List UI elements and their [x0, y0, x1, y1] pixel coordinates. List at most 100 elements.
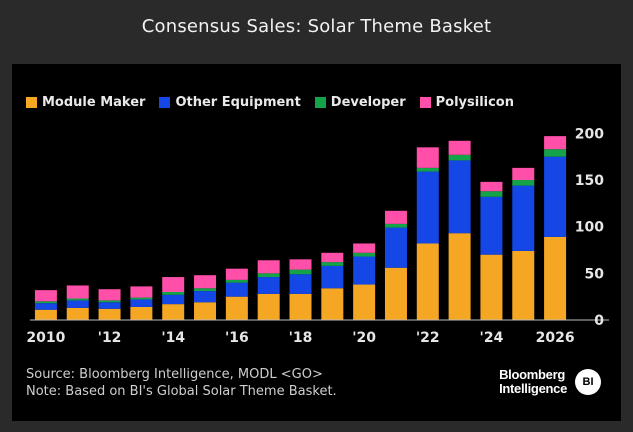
bar-segment-developer-2024 [480, 191, 503, 197]
bar-segment-polysilicon-2022 [416, 147, 439, 168]
bar-segment-polysilicon-2020 [353, 243, 376, 253]
bar-segment-developer-2017 [257, 273, 280, 278]
chart-footer: Source: Bloomberg Intelligence, MODL <GO… [26, 366, 337, 400]
bar-segment-polysilicon-2026 [544, 136, 567, 150]
bar-segment-polysilicon-2018 [289, 259, 312, 270]
bar-segment-module-maker-2014 [162, 304, 185, 320]
bar-segment-polysilicon-2016 [225, 268, 248, 280]
legend-item-module-maker: Module Maker [26, 95, 145, 110]
bar-segment-module-maker-2016 [225, 296, 248, 320]
bar-segment-module-maker-2011 [66, 307, 89, 320]
x-tick-label: 2026 [536, 330, 575, 346]
bar-segment-module-maker-2012 [98, 308, 121, 320]
bar-segment-module-maker-2022 [416, 243, 439, 320]
bar-segment-other-equipment-2016 [225, 282, 248, 297]
bar-segment-polysilicon-2023 [448, 140, 471, 155]
chart-title: Consensus Sales: Solar Theme Basket [141, 15, 492, 37]
bar-segment-polysilicon-2013 [130, 286, 153, 298]
legend-item-polysilicon: Polysilicon [419, 95, 514, 110]
bar-segment-module-maker-2025 [512, 250, 535, 320]
bar-segment-polysilicon-2012 [98, 289, 121, 301]
legend-swatch [159, 97, 171, 108]
legend-label: Other Equipment [175, 95, 301, 110]
bar-segment-developer-2026 [544, 149, 567, 157]
bar-segment-other-equipment-2018 [289, 274, 312, 294]
bar-segment-other-equipment-2017 [257, 277, 280, 294]
bar-segment-developer-2019 [321, 262, 344, 266]
bar-segment-module-maker-2021 [384, 267, 407, 320]
bar-segment-developer-2020 [353, 252, 376, 257]
bar-segment-polysilicon-2021 [384, 210, 407, 224]
y-tick-label: 50 [585, 266, 605, 282]
bar-segment-module-maker-2013 [130, 306, 153, 320]
bar-segment-developer-2014 [162, 292, 185, 295]
y-tick-label: 0 [594, 313, 604, 329]
x-tick-label: '14 [161, 330, 185, 346]
x-tick-label: '18 [289, 330, 313, 346]
bar-segment-developer-2015 [194, 288, 217, 292]
bar-segment-other-equipment-2012 [98, 302, 121, 309]
legend-swatch [419, 97, 431, 108]
bar-segment-other-equipment-2011 [66, 300, 89, 308]
bar-segment-other-equipment-2023 [448, 160, 471, 234]
bar-segment-module-maker-2024 [480, 254, 503, 320]
bar-segment-module-maker-2023 [448, 233, 471, 320]
bar-segment-polysilicon-2011 [66, 285, 89, 299]
bar-segment-developer-2010 [34, 301, 57, 304]
x-tick-label: '22 [416, 330, 440, 346]
bar-segment-module-maker-2026 [544, 236, 567, 320]
bar-segment-other-equipment-2025 [512, 185, 535, 251]
x-tick-label: '24 [480, 330, 504, 346]
y-tick-label: 100 [575, 220, 604, 236]
bar-segment-other-equipment-2024 [480, 196, 503, 255]
chart-header: Consensus Sales: Solar Theme Basket [0, 0, 633, 52]
bar-segment-polysilicon-2010 [34, 290, 57, 302]
bar-segment-other-equipment-2015 [194, 291, 217, 303]
bar-segment-module-maker-2019 [321, 288, 344, 320]
bar-segment-polysilicon-2014 [162, 277, 185, 292]
basket-note: Note: Based on BI's Global Solar Theme B… [26, 384, 337, 399]
bar-segment-other-equipment-2010 [34, 303, 57, 310]
y-tick-label: 150 [575, 173, 604, 189]
legend-label: Polysilicon [435, 95, 514, 110]
logo-line-2: Intelligence [499, 381, 567, 396]
bi-badge-icon: BI [575, 369, 601, 395]
bar-segment-module-maker-2010 [34, 309, 57, 320]
legend-label: Developer [330, 95, 406, 110]
bar-segment-developer-2023 [448, 154, 471, 161]
stacked-bar-chart: 2010 '12 '14 '16 '18 '20 '22 '24 2026 0 50 100 150 20… [26, 126, 609, 346]
bar-segment-module-maker-2020 [353, 284, 376, 320]
bar-segment-polysilicon-2024 [480, 181, 503, 192]
bar-segment-developer-2013 [130, 297, 153, 300]
bar-segment-other-equipment-2022 [416, 171, 439, 244]
bar-segment-other-equipment-2020 [353, 256, 376, 285]
bar-segment-developer-2011 [66, 298, 89, 301]
bar-segment-developer-2018 [289, 269, 312, 275]
x-tick-label: '16 [225, 330, 249, 346]
bar-segment-polysilicon-2019 [321, 252, 344, 263]
bar-segment-developer-2022 [416, 167, 439, 172]
bar-segment-module-maker-2018 [289, 293, 312, 320]
legend: Module Maker Other Equipment Developer P… [26, 95, 514, 110]
bar-segment-developer-2021 [384, 223, 407, 228]
legend-label: Module Maker [42, 95, 146, 110]
legend-swatch [26, 97, 37, 108]
legend-swatch [314, 97, 326, 108]
bar-segment-developer-2012 [98, 300, 121, 303]
bar-segment-developer-2016 [225, 279, 248, 283]
bar-segment-polysilicon-2015 [194, 275, 217, 289]
bar-segment-other-equipment-2026 [544, 156, 567, 237]
x-tick-label: '20 [352, 330, 376, 346]
bar-segment-module-maker-2017 [257, 293, 280, 320]
bar-segment-other-equipment-2021 [384, 227, 407, 268]
source-note: Source: Bloomberg Intelligence, MODL <GO… [26, 367, 323, 382]
chart-panel: Module Maker Other Equipment Developer P… [12, 64, 621, 421]
x-tick-label: '12 [98, 330, 122, 346]
bar-segment-other-equipment-2013 [130, 299, 153, 307]
legend-item-other-equipment: Other Equipment [159, 95, 301, 110]
bar-segment-module-maker-2015 [194, 302, 217, 320]
bar-segment-polysilicon-2017 [257, 260, 280, 274]
x-tick-label: 2010 [26, 330, 65, 346]
bar-segment-other-equipment-2019 [321, 265, 344, 289]
